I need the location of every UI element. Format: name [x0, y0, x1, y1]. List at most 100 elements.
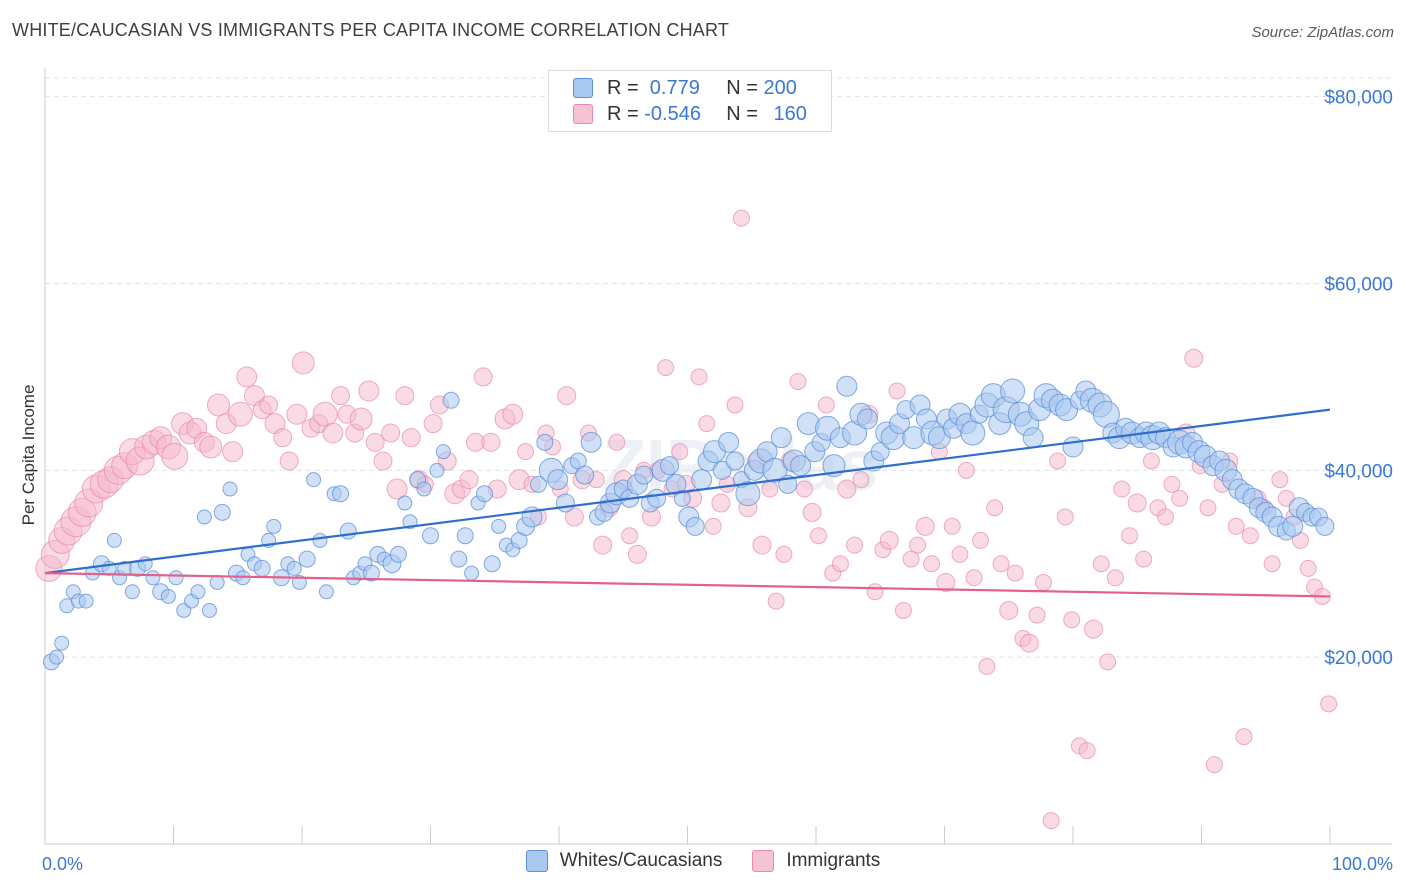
immigrants-point — [1042, 812, 1060, 830]
whites-point — [213, 503, 231, 521]
y-tick-label: $20,000 — [1324, 648, 1393, 669]
immigrants-point — [1171, 489, 1189, 507]
axes — [44, 68, 1392, 845]
whites-point — [580, 431, 602, 453]
stats-legend: R = 0.779 N = 200 R = -0.546 N = 160 — [548, 70, 832, 132]
whites-point — [960, 420, 986, 446]
whites-point — [464, 565, 480, 581]
immigrants-point — [322, 422, 344, 444]
whites-point — [389, 545, 407, 563]
immigrants-point — [879, 530, 899, 550]
immigrants-point — [557, 386, 577, 406]
whites-point — [673, 489, 691, 507]
whites-point — [339, 522, 357, 540]
whites-point — [718, 431, 740, 453]
immigrants-point — [227, 401, 253, 427]
immigrants-point — [1184, 348, 1204, 368]
immigrants-point — [1121, 527, 1139, 545]
immigrants-point — [423, 414, 443, 434]
n-label: N = — [726, 76, 764, 99]
tick-labels: $20,000 $40,000 $60,000 $80,000 0.0% 100.0% — [42, 88, 1393, 874]
whites-point — [450, 550, 468, 568]
immigrants-point — [986, 499, 1004, 517]
immigrants-point — [259, 395, 279, 415]
immigrants-point — [401, 428, 421, 448]
whites-point — [160, 588, 176, 604]
immigrants-point — [481, 432, 501, 452]
immigrants-point — [291, 351, 315, 375]
whites-point — [529, 475, 547, 493]
y-tick-label: $80,000 — [1324, 88, 1393, 109]
immigrants-point — [971, 531, 989, 549]
whites-point — [312, 532, 328, 548]
whites-point — [555, 493, 575, 513]
immigrants-point — [698, 415, 716, 433]
immigrants-point — [161, 442, 189, 470]
immigrants-point — [852, 471, 870, 489]
whites-point — [491, 518, 507, 534]
immigrants-point — [1263, 555, 1281, 573]
legend-row-immigrants: R = -0.546 N = 160 — [573, 101, 807, 127]
legend-item-whites: Whites/Caucasians — [525, 850, 723, 872]
immigrants-point — [564, 507, 584, 527]
immigrants-point — [1049, 452, 1067, 470]
immigrants-point — [273, 428, 293, 448]
whites-point — [196, 509, 212, 525]
trend-lines — [44, 408, 1331, 598]
whites-legend-label: Whites/Caucasians — [559, 850, 723, 871]
whites-point — [762, 457, 788, 483]
chart-title: WHITE/CAUCASIAN VS IMMIGRANTS PER CAPITA… — [12, 20, 730, 40]
whites-points — [42, 375, 1335, 671]
n-label: N = — [726, 102, 764, 125]
y-tick-label: $40,000 — [1324, 461, 1393, 482]
whites-point — [298, 550, 316, 568]
whites-point — [429, 462, 445, 478]
whites-point — [416, 481, 432, 497]
immigrants-n-value: 160 — [773, 102, 807, 125]
immigrants-point — [1135, 550, 1153, 568]
whites-point — [1282, 515, 1304, 537]
immigrants-point — [909, 536, 927, 554]
immigrants-point — [671, 443, 689, 461]
immigrants-point — [1084, 619, 1104, 639]
immigrants-point — [222, 441, 244, 463]
immigrants-point — [831, 555, 849, 573]
whites-point — [422, 527, 439, 545]
immigrants-point — [810, 527, 828, 545]
immigrants-point — [690, 368, 708, 386]
whites-point — [253, 559, 271, 577]
immigrants-point — [386, 478, 408, 500]
immigrants-point — [286, 403, 308, 425]
immigrants-point — [795, 480, 813, 498]
whites-point — [1000, 378, 1026, 404]
immigrants-point — [943, 517, 961, 535]
whites-point — [168, 570, 184, 586]
immigrants-trend-line — [44, 571, 1331, 598]
immigrants-point — [331, 386, 351, 406]
immigrants-point — [657, 359, 675, 377]
whites-point — [712, 460, 732, 480]
immigrants-point — [1006, 564, 1024, 582]
immigrants-point — [978, 658, 996, 676]
whites-point — [685, 516, 705, 536]
immigrants-point — [358, 380, 380, 402]
immigrants-point — [621, 527, 639, 545]
immigrants-point — [957, 461, 975, 479]
immigrants-point — [761, 480, 779, 498]
immigrants-point — [732, 209, 750, 227]
immigrants-point — [965, 569, 983, 587]
whites-point — [145, 570, 161, 586]
immigrants-point — [992, 555, 1010, 573]
whites-point — [222, 481, 238, 497]
whites-point — [190, 584, 206, 600]
whites-point — [266, 518, 282, 534]
immigrants-point — [1127, 493, 1147, 513]
immigrants-point — [1034, 573, 1052, 591]
whites-point — [725, 451, 745, 471]
whites-point — [78, 593, 94, 609]
immigrants-point — [1205, 756, 1223, 774]
immigrants-point — [1092, 555, 1110, 573]
immigrants-point — [279, 451, 299, 471]
immigrants-point — [473, 367, 493, 387]
